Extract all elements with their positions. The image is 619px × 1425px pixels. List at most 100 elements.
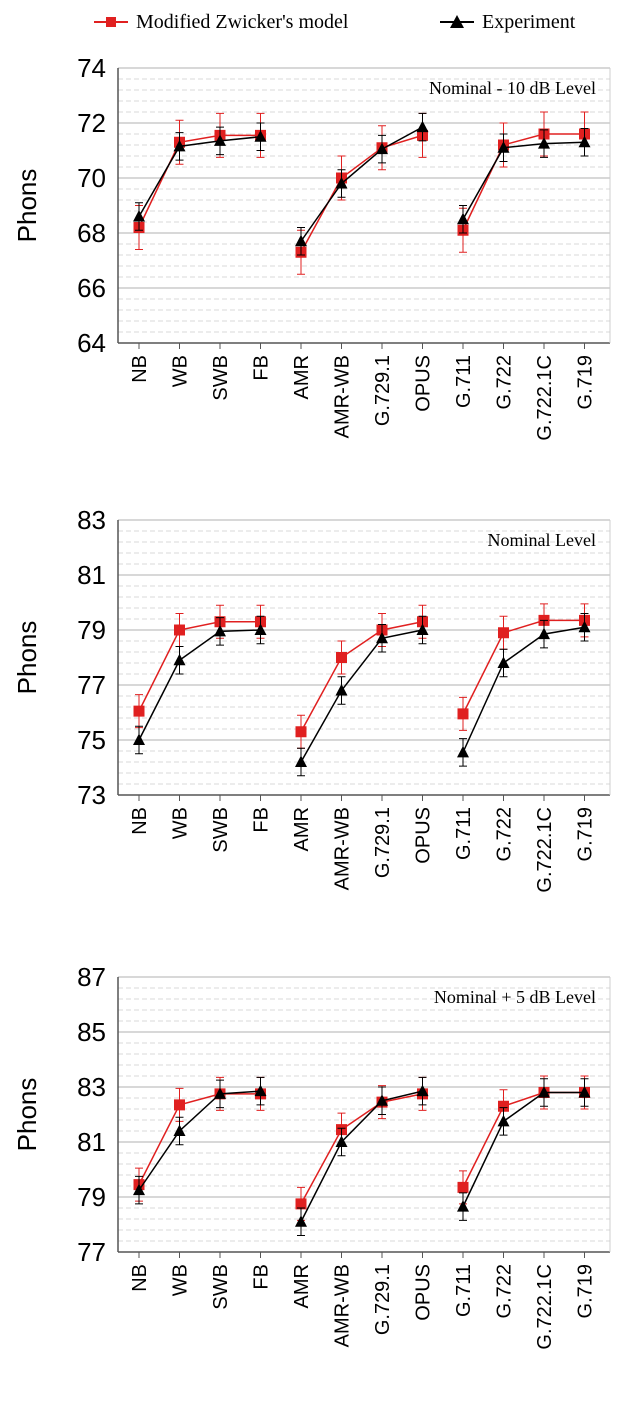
- chart-nominal-plus-5: 77 79 81 83 85 87 Phons Nominal + 5 dB Level NB W…: [12, 962, 611, 1350]
- data-point-experiment: [254, 130, 267, 142]
- x-tick-label: G.711: [453, 1264, 475, 1317]
- data-point-experiment: [335, 177, 348, 189]
- data-point-experiment: [295, 234, 307, 247]
- x-tick-label: G.722: [494, 355, 516, 409]
- y-tick-label: 81: [77, 560, 106, 590]
- data-point-experiment: [214, 624, 226, 637]
- data-point-experiment: [254, 1084, 267, 1097]
- data-point-experiment: [578, 1086, 591, 1098]
- data-point-model: [133, 705, 145, 717]
- data-point-experiment: [133, 210, 145, 222]
- data-point-experiment: [214, 134, 226, 146]
- y-tick-label: 81: [77, 1127, 106, 1157]
- x-tick-label: G.722.1C: [534, 807, 556, 893]
- series-line: [462, 141, 585, 220]
- chart-annotation: Nominal + 5 dB Level: [434, 987, 596, 1007]
- x-tick-label: SWB: [210, 1264, 232, 1310]
- chart-nominal-minus-10: 64 66 68 70 72 74 Phons Nominal - 10 dB Level NB…: [12, 53, 611, 441]
- series-line: [138, 621, 261, 712]
- data-point-model: [498, 627, 509, 639]
- x-tick-label: AMR: [291, 807, 313, 851]
- x-tick-label: G.722.1C: [534, 1264, 556, 1350]
- data-point-model: [336, 652, 347, 663]
- series-line: [138, 629, 261, 741]
- x-tick-label: WB: [170, 807, 192, 839]
- x-tick-label: FB: [251, 807, 273, 833]
- y-tick-label: 74: [77, 53, 106, 83]
- chart-annotation: Nominal - 10 dB Level: [429, 78, 596, 98]
- y-tick-label: 79: [77, 615, 106, 645]
- series-line: [138, 134, 261, 228]
- data-point-experiment: [578, 135, 591, 148]
- data-point-experiment: [578, 620, 591, 633]
- series-line: [300, 126, 423, 242]
- series-line: [462, 626, 585, 753]
- x-tick-label: AMR-WB: [332, 1264, 354, 1347]
- x-tick-label: G.722.1C: [534, 355, 556, 441]
- series-line: [300, 629, 423, 763]
- series-line: [462, 1091, 585, 1207]
- series-model: [133, 603, 590, 749]
- y-axis-label: Phons: [12, 1078, 42, 1152]
- x-tick-label: G.711: [453, 355, 475, 408]
- x-tick-label: OPUS: [413, 807, 435, 864]
- y-tick-label: 72: [77, 108, 106, 138]
- x-tick-label: SWB: [210, 355, 232, 401]
- x-tick-label: G.729.1: [372, 1264, 394, 1335]
- series-line: [138, 136, 261, 217]
- data-point-experiment: [457, 745, 469, 758]
- series-model: [133, 111, 590, 275]
- x-tick-label: SWB: [210, 807, 232, 853]
- series-line: [300, 621, 423, 733]
- data-point-experiment: [538, 1086, 550, 1098]
- data-point-experiment: [133, 733, 145, 745]
- y-tick-label: 64: [77, 328, 106, 358]
- data-point-model: [457, 708, 469, 720]
- data-point-experiment: [295, 755, 307, 767]
- series-line: [300, 1090, 423, 1223]
- y-tick-label: 73: [77, 780, 106, 810]
- x-tick-label: G.719: [575, 1264, 597, 1318]
- legend-label-experiment: Experiment: [482, 10, 576, 33]
- series-line: [462, 619, 585, 715]
- series-line: [300, 134, 423, 253]
- data-point-experiment: [497, 1114, 510, 1127]
- data-point-model: [174, 1099, 185, 1111]
- data-point-experiment: [457, 212, 469, 225]
- legend-label-model: Modified Zwicker's model: [136, 10, 349, 33]
- x-tick-label: FB: [251, 355, 273, 381]
- y-tick-label: 83: [77, 505, 106, 535]
- legend-item-model: Modified Zwicker's model: [92, 10, 348, 34]
- y-tick-label: 83: [77, 1072, 106, 1102]
- data-point-experiment: [538, 627, 550, 640]
- x-tick-label: AMR: [291, 1264, 313, 1308]
- x-tick-label: G.719: [575, 355, 597, 409]
- x-tick-label: NB: [129, 807, 151, 835]
- data-point-experiment: [173, 653, 186, 666]
- data-point-experiment: [173, 139, 186, 152]
- y-tick-label: 70: [77, 163, 106, 193]
- x-tick-label: G.719: [575, 807, 597, 861]
- data-point-experiment: [457, 1200, 469, 1212]
- series-experiment: [133, 112, 591, 256]
- data-point-experiment: [376, 142, 388, 155]
- x-tick-label: WB: [170, 355, 192, 387]
- data-point-model: [457, 1181, 469, 1193]
- data-point-model: [295, 726, 307, 738]
- data-point-experiment: [416, 1084, 429, 1097]
- y-tick-label: 68: [77, 218, 106, 248]
- data-point-experiment: [497, 656, 510, 668]
- legend-swatch-model: [94, 17, 128, 27]
- data-point-model: [174, 624, 185, 636]
- series-line: [300, 1093, 423, 1205]
- legend: Modified Zwicker's model Experiment: [0, 0, 619, 46]
- series-experiment: [133, 1076, 591, 1236]
- x-tick-label: AMR-WB: [332, 807, 354, 890]
- x-tick-label: WB: [170, 1264, 192, 1296]
- data-point-experiment: [133, 1183, 145, 1196]
- y-tick-label: 77: [77, 1237, 106, 1267]
- x-tick-label: G.729.1: [372, 807, 394, 878]
- data-point-experiment: [416, 120, 429, 133]
- data-point-experiment: [497, 141, 510, 153]
- data-point-experiment: [416, 623, 429, 635]
